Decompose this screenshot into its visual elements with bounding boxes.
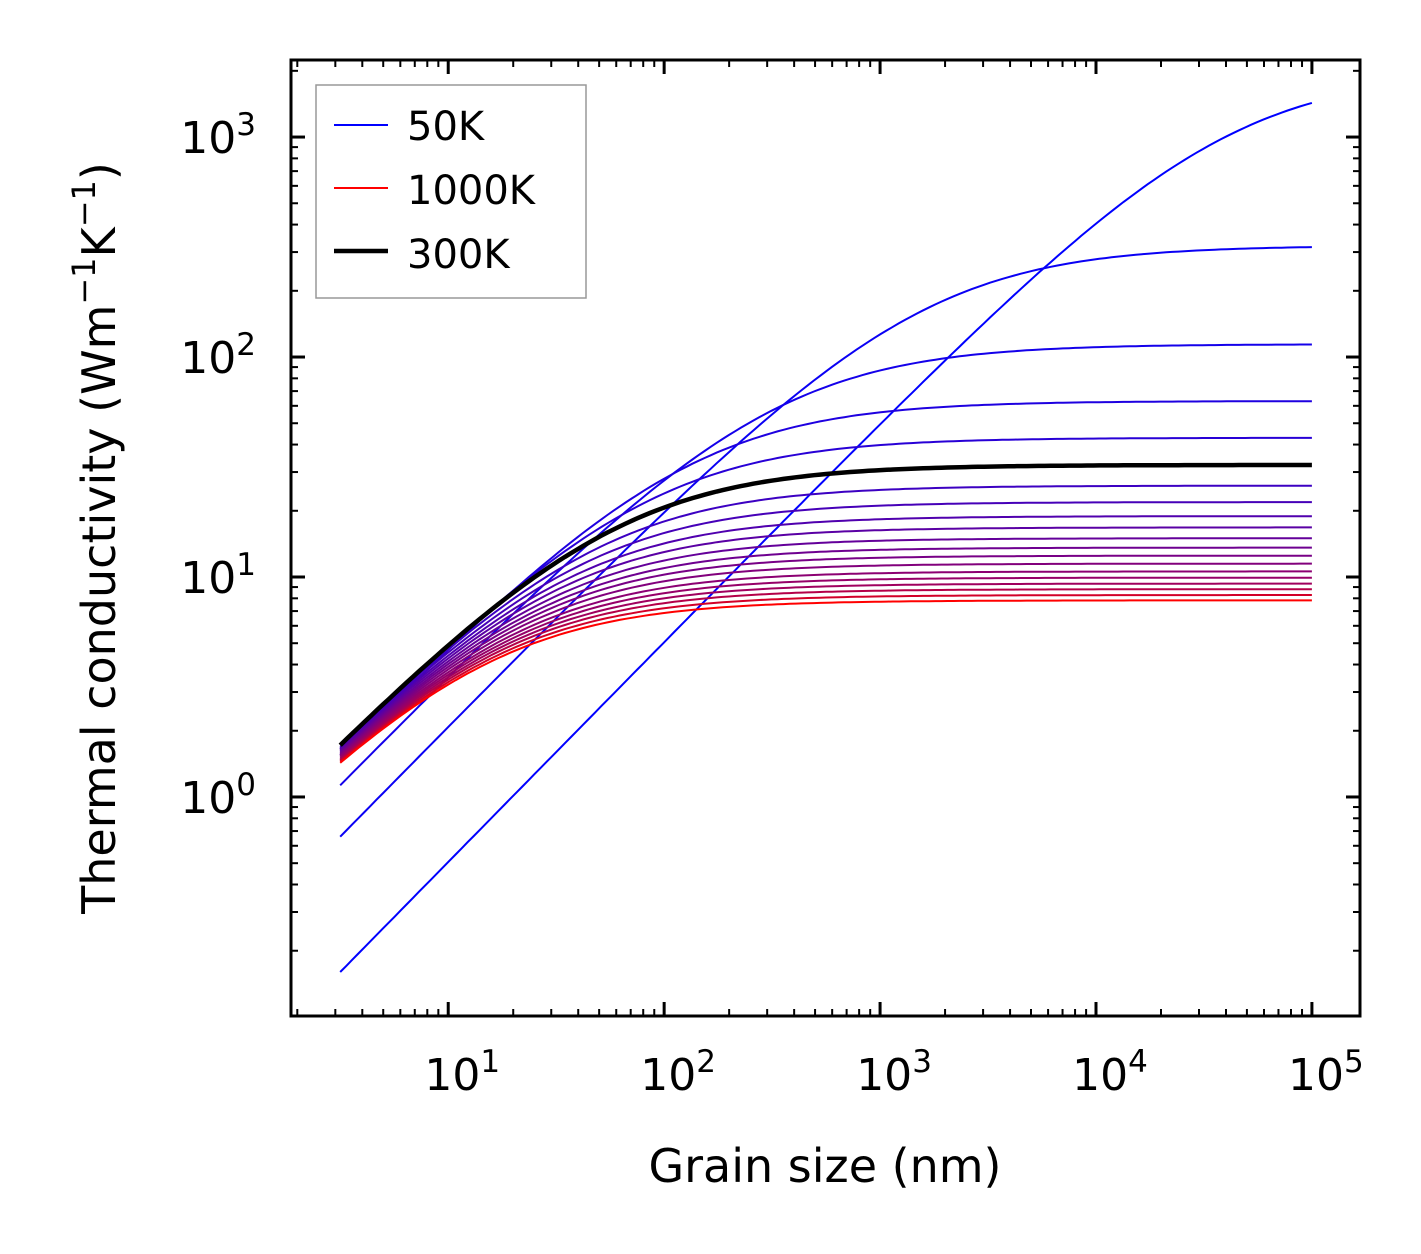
y-tick-label: 101 — [180, 547, 256, 604]
series-line-850k — [339, 582, 1312, 760]
series-line-100k — [339, 246, 1312, 838]
x-axis-title: Grain size (nm) — [649, 1139, 1002, 1193]
series-line-450k — [339, 515, 1312, 750]
series-line-750k — [339, 570, 1312, 758]
plot-frame — [289, 58, 1362, 1018]
x-tick-label: 103 — [856, 1044, 932, 1101]
x-tick-label: 102 — [640, 1044, 716, 1101]
series-line-300k — [338, 462, 1312, 747]
legend-label-300k: 300K — [407, 232, 511, 278]
series-line-150k — [339, 343, 1312, 787]
y-tick-label: 102 — [180, 327, 256, 384]
x-tick-label: 101 — [424, 1044, 500, 1101]
series-line-550k — [339, 537, 1312, 753]
y-tick-label: 103 — [180, 107, 256, 164]
series-line-350k — [339, 484, 1312, 748]
ticks-group — [291, 60, 1360, 1016]
series-line-250k — [339, 436, 1312, 750]
x-tick-label: 105 — [1288, 1044, 1364, 1101]
legend: 50K 1000K 300K — [315, 84, 587, 299]
y-axis-title-mid: K — [72, 225, 126, 257]
series-line-800k — [339, 576, 1312, 759]
series-line-900k — [339, 588, 1312, 761]
curves-group — [338, 101, 1313, 973]
y-axis-title-main: Thermal conductivity (Wm — [72, 305, 126, 915]
y-axis-title-sup2: −1 — [65, 180, 103, 227]
x-tick-label: 104 — [1072, 1044, 1148, 1101]
series-line-500k — [339, 526, 1312, 752]
series-line-700k — [339, 562, 1312, 756]
y-axis-title-sup1: −1 — [65, 257, 103, 304]
series-line-1000k — [339, 599, 1312, 764]
legend-frame — [315, 84, 587, 299]
y-axis-title-end: ) — [72, 162, 126, 180]
legend-label-1000k: 1000K — [407, 168, 537, 214]
series-line-650k — [339, 554, 1312, 755]
series-line-400k — [339, 501, 1312, 749]
series-line-600k — [339, 546, 1312, 754]
series-line-950k — [339, 594, 1312, 763]
tick-labels-group: 101 102 103 104 105 100 101 102 103 — [180, 107, 1364, 1101]
y-axis-title: Thermal conductivity (Wm−1K−1) — [65, 162, 126, 915]
y-tick-label: 100 — [180, 767, 256, 824]
series-line-50k — [339, 101, 1313, 973]
legend-label-50k: 50K — [407, 104, 486, 150]
